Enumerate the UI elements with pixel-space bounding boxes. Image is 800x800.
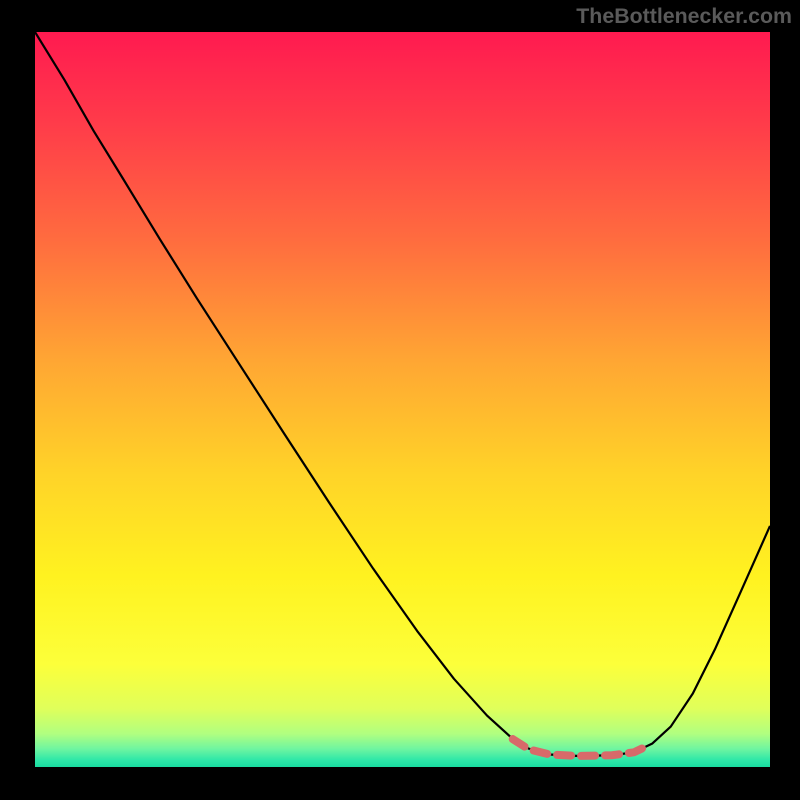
curve-layer: [35, 32, 770, 767]
valley-marker: [513, 739, 651, 756]
chart-container: TheBottlenecker.com: [0, 0, 800, 800]
plot-area: [35, 32, 770, 767]
watermark-text: TheBottlenecker.com: [576, 4, 792, 29]
bottleneck-curve: [35, 32, 770, 756]
